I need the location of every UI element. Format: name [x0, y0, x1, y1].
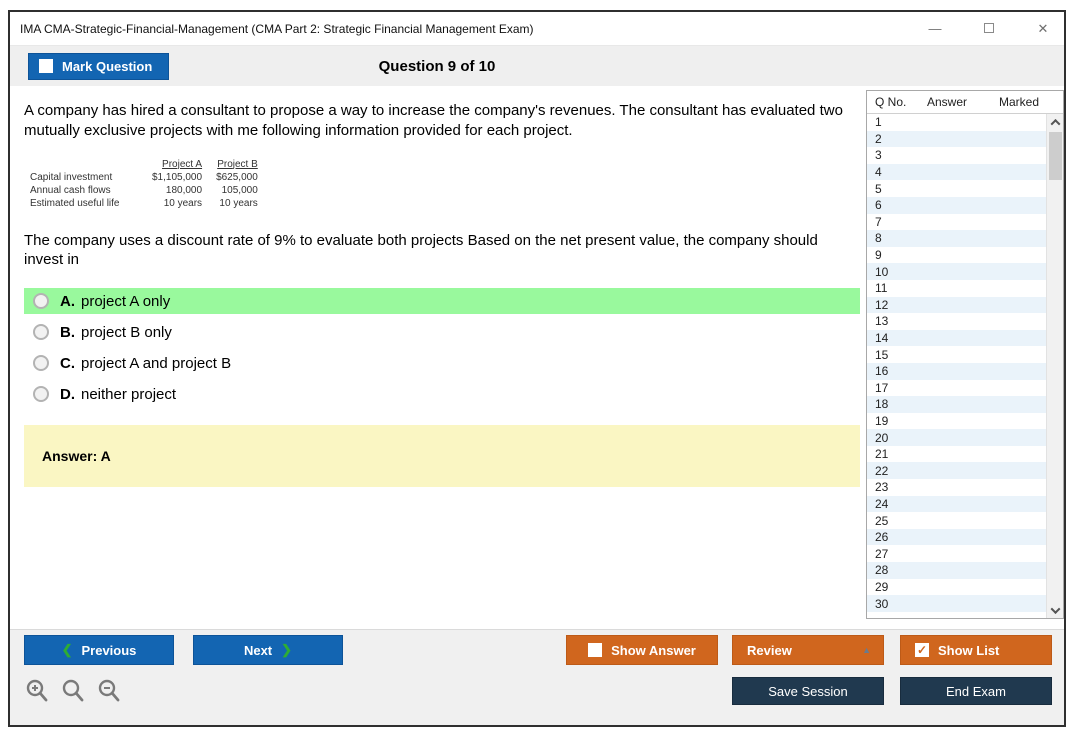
table-header-project-a: Project A — [162, 158, 203, 170]
qlist-row[interactable]: 16 — [867, 362, 1046, 380]
option-a[interactable]: A. project A only — [24, 288, 860, 315]
qlist-row[interactable]: 3 — [875, 148, 882, 163]
option-d-radio[interactable] — [33, 386, 49, 403]
previous-button[interactable]: ❮ Previous — [24, 635, 174, 665]
window-controls: — ✕ — [928, 12, 1050, 45]
qlist-row[interactable]: 26 — [867, 528, 1046, 546]
qlist-row[interactable]: 1 — [875, 115, 882, 130]
qlist-row[interactable]: 23 — [875, 480, 889, 495]
option-c-radio[interactable] — [33, 355, 49, 372]
mark-question-checkbox[interactable] — [39, 59, 53, 73]
show-answer-button[interactable]: Show Answer — [566, 635, 718, 665]
table-row: Estimated useful life 10 years 10 years — [30, 197, 258, 209]
scrollbar-thumb[interactable] — [1048, 132, 1062, 180]
option-letter: C. — [60, 354, 75, 372]
qlist-row[interactable]: 4 — [867, 163, 1046, 181]
column-header-qno: Q No. — [875, 95, 907, 109]
qlist-row[interactable]: 9 — [875, 248, 882, 263]
zoom-reset-icon[interactable] — [60, 678, 86, 704]
mark-question-label: Mark Question — [62, 58, 153, 74]
answer-reveal-box: Answer: A — [24, 425, 860, 488]
qlist-row[interactable]: 18 — [867, 396, 1046, 413]
qlist-row[interactable]: 6 — [867, 196, 1046, 214]
option-letter: B. — [60, 323, 75, 341]
save-session-button[interactable]: Save Session — [732, 677, 884, 705]
zoom-out-icon[interactable] — [96, 678, 122, 704]
qlist-row[interactable]: 13 — [875, 314, 889, 329]
option-b[interactable]: B. project B only — [24, 319, 860, 345]
option-letter: A. — [60, 292, 75, 310]
zoom-in-icon[interactable] — [24, 678, 50, 704]
option-text: neither project — [81, 385, 177, 403]
option-c[interactable]: C. project A and project B — [24, 350, 860, 376]
app-window: IMA CMA-Strategic-Financial-Management (… — [8, 10, 1066, 727]
show-list-checkbox[interactable]: ✓ — [915, 643, 929, 657]
question-list-panel: Q No. Answer Marked 1 2 3 4 5 6 7 8 9 10 11 12 13 14 1… — [866, 90, 1064, 619]
show-answer-checkbox[interactable] — [588, 643, 603, 657]
qlist-row[interactable]: 8 — [867, 230, 1046, 247]
qlist-row[interactable]: 19 — [875, 413, 889, 428]
qlist-rows: 1 2 3 4 5 6 7 8 9 10 11 12 13 14 15 16 17 18 19 20 21 22 23 24 2… — [867, 114, 1046, 618]
minimize-icon[interactable]: — — [928, 21, 942, 36]
question-intro: A company has hired a consultant to prop… — [24, 102, 843, 139]
mark-question-button[interactable]: Mark Question — [28, 52, 170, 80]
answer-options: A. project A only B. project B only C. p… — [24, 288, 860, 407]
qlist-row[interactable]: 27 — [875, 546, 889, 561]
next-chevron-icon: ❯ — [281, 642, 293, 657]
table-header-project-b: Project B — [217, 158, 258, 170]
question-list-header: Q No. Answer Marked — [867, 91, 1063, 114]
question-content: A company has hired a consultant to prop… — [10, 86, 866, 629]
table-row: Capital investment $1,105,000 $625,000 — [30, 171, 258, 183]
qlist-row[interactable]: 30 — [867, 595, 1046, 612]
qlist-row[interactable]: 22 — [867, 462, 1046, 480]
qlist-row[interactable]: 2 — [867, 130, 1046, 148]
qlist-row[interactable]: 14 — [867, 329, 1046, 347]
question-list-body: 1 2 3 4 5 6 7 8 9 10 11 12 13 14 15 16 17 18 19 20 21 22 23 24 2… — [867, 114, 1063, 618]
option-text: project A and project B — [81, 354, 232, 372]
toolbar: Mark Question Question 9 of 10 — [10, 45, 1064, 86]
main-area: A company has hired a consultant to prop… — [10, 86, 1064, 629]
qlist-row[interactable]: 20 — [867, 429, 1046, 446]
close-icon[interactable]: ✕ — [1037, 20, 1049, 36]
question-list-scrollbar[interactable] — [1046, 114, 1063, 618]
qlist-row[interactable]: 10 — [867, 263, 1046, 280]
option-text: project A only — [81, 292, 171, 310]
qlist-row[interactable]: 5 — [875, 181, 882, 196]
column-header-answer: Answer — [927, 95, 968, 109]
project-comparison-table: Project A Project B Capital investment $… — [30, 158, 258, 210]
answer-label: Answer: A — [42, 448, 111, 465]
previous-chevron-icon: ❮ — [61, 642, 73, 657]
next-button[interactable]: Next ❯ — [193, 635, 343, 665]
option-a-radio[interactable] — [33, 293, 49, 310]
show-list-button[interactable]: ✓ Show List — [900, 635, 1052, 665]
qlist-row[interactable]: 17 — [875, 380, 889, 395]
qlist-row[interactable]: 15 — [875, 347, 889, 362]
qlist-row[interactable]: 11 — [875, 281, 888, 296]
window-title: IMA CMA-Strategic-Financial-Management (… — [20, 21, 534, 36]
qlist-row[interactable]: 7 — [875, 214, 882, 229]
maximize-icon[interactable] — [982, 20, 996, 38]
qlist-row[interactable]: 12 — [867, 296, 1046, 314]
option-b-radio[interactable] — [33, 324, 49, 341]
qlist-row[interactable]: 28 — [867, 562, 1046, 579]
column-header-marked: Marked — [999, 95, 1040, 109]
qlist-row[interactable]: 29 — [875, 579, 889, 594]
qlist-row[interactable]: 24 — [867, 495, 1046, 513]
footer-bar: ❮ Previous Next ❯ Show Answer Review ▲ ✓… — [10, 629, 1064, 725]
end-exam-button[interactable]: End Exam — [900, 677, 1052, 705]
qlist-row[interactable]: 25 — [875, 513, 889, 528]
titlebar: IMA CMA-Strategic-Financial-Management (… — [10, 12, 1064, 45]
question-body: The company uses a discount rate of 9% t… — [24, 231, 818, 269]
zoom-tools — [24, 678, 122, 704]
scroll-down-icon[interactable] — [1047, 602, 1063, 618]
option-letter: D. — [60, 385, 75, 403]
review-dropdown-arrow-icon: ▲ — [862, 645, 871, 655]
review-dropdown-button[interactable]: Review ▲ — [732, 635, 884, 665]
scroll-up-icon[interactable] — [1047, 114, 1063, 130]
option-text: project B only — [81, 323, 172, 341]
qlist-row[interactable]: 21 — [875, 447, 889, 462]
table-row: Annual cash flows 180,000 105,000 — [30, 184, 258, 196]
option-d[interactable]: D. neither project — [24, 381, 860, 407]
